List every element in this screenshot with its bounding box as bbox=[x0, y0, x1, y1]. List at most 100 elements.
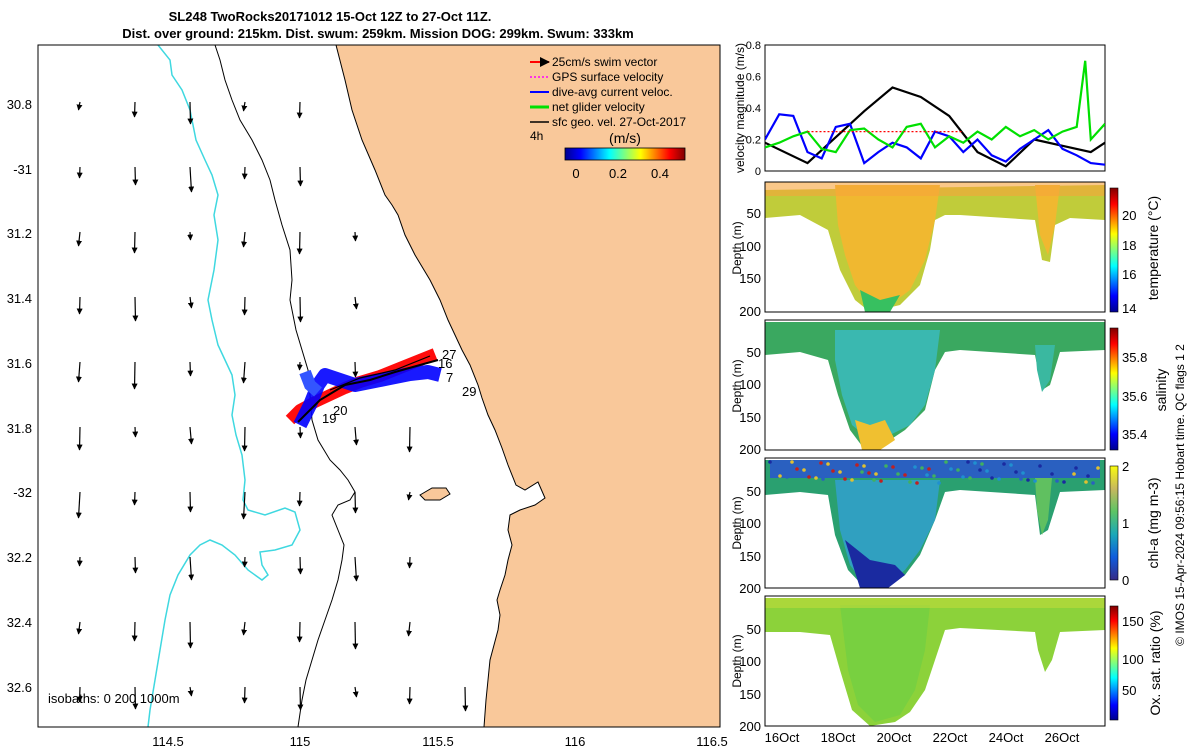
dive-avg-velocity-track-part bbox=[299, 369, 322, 397]
current-vector-arrow bbox=[132, 296, 139, 322]
current-vector-arrow bbox=[296, 231, 303, 255]
map-y-tick-label: 32.4 bbox=[7, 615, 32, 630]
current-vector-arrow bbox=[132, 426, 139, 438]
time-x-tick: 26Oct bbox=[1045, 730, 1080, 745]
map-x-tick-label: 116.5 bbox=[696, 734, 728, 749]
chla-dot bbox=[1038, 464, 1042, 468]
legend-swim-label: 25cm/s swim vector bbox=[552, 55, 657, 69]
time-x-tick: 16Oct bbox=[765, 730, 800, 745]
salinity-y-tick: 50 bbox=[747, 345, 761, 360]
current-vector-arrow bbox=[75, 491, 82, 519]
chla-y-tick: 50 bbox=[747, 484, 761, 499]
current-vector-arrow bbox=[76, 166, 83, 179]
chla-dot bbox=[896, 472, 900, 476]
velocity-series-net-glider-velocity bbox=[765, 60, 1105, 154]
map-colorbar-tick: 0.4 bbox=[651, 166, 669, 181]
track-day-label: 7 bbox=[446, 370, 453, 385]
oxygen-y-tick: 50 bbox=[747, 622, 761, 637]
salinity-cbar-tick: 35.4 bbox=[1122, 427, 1147, 442]
chla-dot bbox=[1026, 478, 1030, 482]
current-vector-arrow bbox=[131, 361, 138, 390]
current-vector-arrow bbox=[297, 166, 304, 187]
current-vector-arrow bbox=[187, 296, 194, 309]
figure-title-line2: Dist. over ground: 215km. Dist. swum: 25… bbox=[122, 26, 634, 41]
temperature-colorbar bbox=[1109, 187, 1119, 313]
oxygen-y-tick: 200 bbox=[739, 719, 761, 734]
current-vector-arrow bbox=[241, 296, 248, 316]
salinity-y-tick: 200 bbox=[739, 442, 761, 457]
chla-dot bbox=[1062, 480, 1066, 484]
salinity-colorbar bbox=[1109, 327, 1119, 451]
temperature-y-tick: 150 bbox=[739, 271, 761, 286]
velocity-y-tick: 0.2 bbox=[746, 135, 761, 147]
map-land bbox=[335, 45, 720, 727]
current-vector-arrow bbox=[297, 296, 304, 323]
oxygen-cbar-tick: 50 bbox=[1122, 683, 1136, 698]
chla-dot bbox=[785, 475, 789, 479]
salinity-y-tick: 100 bbox=[739, 377, 761, 392]
chla-dot bbox=[809, 469, 813, 473]
chla-dot bbox=[768, 460, 772, 464]
oxygen-ylabel: Depth (m) bbox=[730, 634, 744, 687]
current-vector-arrow bbox=[297, 556, 304, 575]
oxygen-axes-box bbox=[764, 595, 1106, 727]
chla-dot bbox=[795, 467, 799, 471]
salinity-cbar-tick: 35.8 bbox=[1122, 350, 1147, 365]
temperature-cbar-tick: 20 bbox=[1122, 208, 1136, 223]
oxygen-surface bbox=[765, 598, 1105, 608]
map-y-tick-label: 30.8 bbox=[7, 97, 32, 112]
current-vector-arrow bbox=[406, 491, 413, 501]
chla-dot bbox=[985, 469, 989, 473]
current-vector-arrow bbox=[352, 231, 359, 242]
map-colorbar-tick: 0.2 bbox=[609, 166, 627, 181]
temperature-ylabel: Depth (m) bbox=[730, 221, 744, 274]
temperature-axes-box bbox=[764, 181, 1106, 313]
track-day-label: 16 bbox=[438, 356, 452, 371]
salinity-core bbox=[835, 330, 940, 440]
chla-dot bbox=[1086, 474, 1090, 478]
velocity-ylabel: velocity magnitude (m/s) bbox=[733, 43, 747, 173]
legend-net-label: net glider velocity bbox=[552, 100, 645, 114]
chla-dot bbox=[860, 470, 864, 474]
current-vector-arrow bbox=[406, 686, 413, 705]
oxygen-core bbox=[840, 605, 930, 722]
current-vector-arrow bbox=[352, 686, 359, 698]
map-y-tick-label: -32 bbox=[13, 485, 32, 500]
glider-path-alt bbox=[329, 355, 431, 391]
temperature-y-tick: 200 bbox=[739, 304, 761, 319]
current-vector-arrow bbox=[187, 101, 194, 125]
map-x-ticks: 114.5 115 115.5 116 116.5 bbox=[152, 734, 728, 749]
current-vector-arrow bbox=[296, 361, 303, 371]
chla-dot bbox=[920, 466, 924, 470]
current-vector-arrow bbox=[132, 686, 139, 710]
velocity-y-tick: 0.6 bbox=[746, 72, 761, 84]
map-panel: 27 16 7 29 20 19 114.5 115 115.5 116 116… bbox=[7, 44, 728, 749]
map-colorbar-title: (m/s) bbox=[609, 130, 641, 146]
temperature-panel: 14 16 18 20 temperature (°C) Depth (m) 5… bbox=[730, 181, 1161, 319]
chla-colorbar bbox=[1109, 465, 1119, 581]
salinity-eddy bbox=[1035, 345, 1055, 392]
chla-dot bbox=[1084, 480, 1088, 484]
current-vector-arrow bbox=[241, 686, 248, 704]
current-vector-arrow bbox=[76, 621, 83, 635]
map-island bbox=[419, 487, 451, 501]
velocity-y-tick: 0.8 bbox=[746, 40, 761, 52]
current-vector-arrow bbox=[241, 231, 248, 248]
current-vector-arrow bbox=[352, 296, 359, 310]
map-y-tick-label: 31.8 bbox=[7, 421, 32, 436]
map-legend: 25cm/s swim vector GPS surface velocity … bbox=[530, 55, 686, 129]
current-vector-arrow bbox=[76, 686, 83, 703]
chla-eddy bbox=[1035, 478, 1052, 535]
track-day-label: 19 bbox=[322, 411, 336, 426]
legend-dive-label: dive-avg current veloc. bbox=[552, 85, 673, 99]
chla-dot bbox=[978, 468, 982, 472]
chla-dot bbox=[1033, 479, 1037, 483]
oxygen-colorbar bbox=[1109, 605, 1119, 721]
chla-dot bbox=[1096, 466, 1100, 470]
chla-dot bbox=[915, 481, 919, 485]
current-vector-arrow bbox=[131, 491, 138, 506]
map-colorbar-tick: 0 bbox=[572, 166, 579, 181]
chla-dot bbox=[944, 460, 948, 464]
current-vector-arrow bbox=[76, 556, 83, 567]
current-vector-arrow bbox=[296, 621, 303, 643]
